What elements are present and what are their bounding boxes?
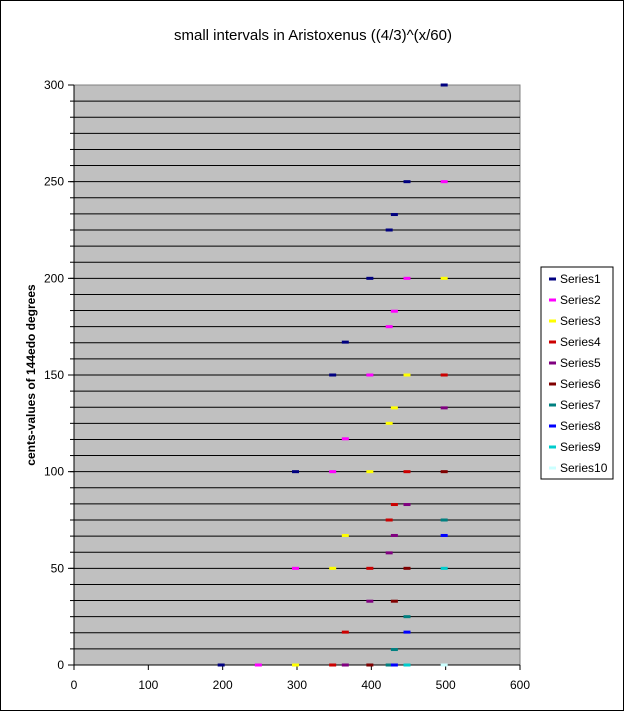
point-series1 [390, 213, 398, 217]
data-marks [217, 83, 448, 667]
point-series9 [440, 566, 448, 570]
legend-label: Series4 [560, 335, 601, 349]
point-series3 [390, 406, 398, 410]
y-tick-label: 300 [44, 78, 64, 92]
chart-title: small intervals in Aristoxenus ((4/3)^(x… [174, 27, 452, 44]
legend-swatch [549, 298, 556, 302]
point-series3 [385, 421, 393, 425]
legend-swatch [549, 403, 556, 407]
x-tick-label: 500 [436, 678, 456, 692]
point-series2 [390, 309, 398, 313]
legend-swatch [549, 382, 556, 386]
legend: Series1 Series2 Series3 Series4 Series5 Serie… [540, 266, 614, 480]
grid-lines [74, 100, 520, 650]
legend-label: Series2 [560, 293, 601, 307]
point-series7 [385, 663, 393, 667]
x-tick-label: 600 [510, 678, 530, 692]
y-tick-label: 0 [57, 658, 64, 672]
y-tick-label: 150 [44, 368, 64, 382]
point-series1 [341, 340, 349, 344]
point-series4 [440, 373, 448, 377]
legend-swatch [549, 340, 556, 344]
point-series8 [440, 533, 448, 537]
point-series5 [341, 663, 349, 667]
point-series3 [440, 276, 448, 280]
legend-label: Series9 [560, 440, 601, 454]
point-series5 [366, 599, 374, 603]
point-series2 [341, 437, 349, 441]
point-series9 [403, 663, 411, 667]
legend-label: Series10 [560, 461, 608, 475]
legend-swatch [549, 445, 556, 449]
point-series3 [292, 663, 300, 667]
point-series8 [403, 630, 411, 634]
point-series2 [403, 276, 411, 280]
legend-swatch [549, 424, 556, 428]
legend-swatch [549, 319, 556, 323]
point-series2 [366, 373, 374, 377]
y-tick-labels: 0 50 100 150 200 250 300 [44, 78, 64, 672]
legend-label: Series5 [560, 356, 601, 370]
point-series7 [390, 648, 398, 652]
point-series7 [440, 518, 448, 522]
point-series3 [366, 470, 374, 474]
legend-label: Series6 [560, 377, 601, 391]
point-series1 [385, 228, 393, 232]
point-series2 [292, 566, 300, 570]
legend-label: Series8 [560, 419, 601, 433]
point-series8 [390, 663, 398, 667]
point-series2 [329, 470, 337, 474]
point-series4 [403, 470, 411, 474]
point-series1 [403, 180, 411, 184]
x-tick-labels: 0 100 200 300 400 500 600 [71, 678, 531, 692]
point-series1 [329, 373, 337, 377]
point-series2 [385, 325, 393, 329]
point-series1 [366, 276, 374, 280]
x-tick-label: 100 [138, 678, 158, 692]
point-series6 [366, 663, 374, 667]
point-series10 [440, 663, 448, 667]
x-tick-label: 400 [361, 678, 381, 692]
point-series5 [403, 503, 411, 507]
point-series4 [366, 566, 374, 570]
point-series6 [390, 599, 398, 603]
x-tick-label: 200 [213, 678, 233, 692]
point-series1 [217, 663, 225, 667]
legend-swatch [549, 277, 556, 281]
point-series3 [403, 373, 411, 377]
point-series2 [254, 663, 262, 667]
point-series2 [440, 180, 448, 184]
point-series6 [403, 566, 411, 570]
legend-swatch [549, 361, 556, 365]
y-tick-label: 200 [44, 271, 64, 285]
x-tick-label: 300 [287, 678, 307, 692]
y-tick-label: 50 [51, 561, 65, 575]
point-series7 [403, 615, 411, 619]
point-series4 [385, 518, 393, 522]
point-series4 [329, 663, 337, 667]
x-tick-label: 0 [71, 678, 78, 692]
point-series5 [385, 551, 393, 555]
y-axis-label: cents-values of 144edo degrees [24, 284, 38, 466]
point-series4 [390, 503, 398, 507]
legend-box [540, 266, 614, 480]
y-tick-label: 100 [44, 465, 64, 479]
y-tick-label: 250 [44, 175, 64, 189]
legend-label: Series3 [560, 314, 601, 328]
point-series1 [440, 83, 448, 87]
point-series1 [292, 470, 300, 474]
legend-label: Series1 [560, 272, 601, 286]
point-series5 [440, 406, 448, 410]
point-series3 [329, 566, 337, 570]
legend-label: Series7 [560, 398, 601, 412]
legend-swatch [549, 466, 556, 470]
point-series5 [390, 533, 398, 537]
point-series4 [341, 630, 349, 634]
point-series3 [341, 533, 349, 537]
point-series6 [440, 470, 448, 474]
